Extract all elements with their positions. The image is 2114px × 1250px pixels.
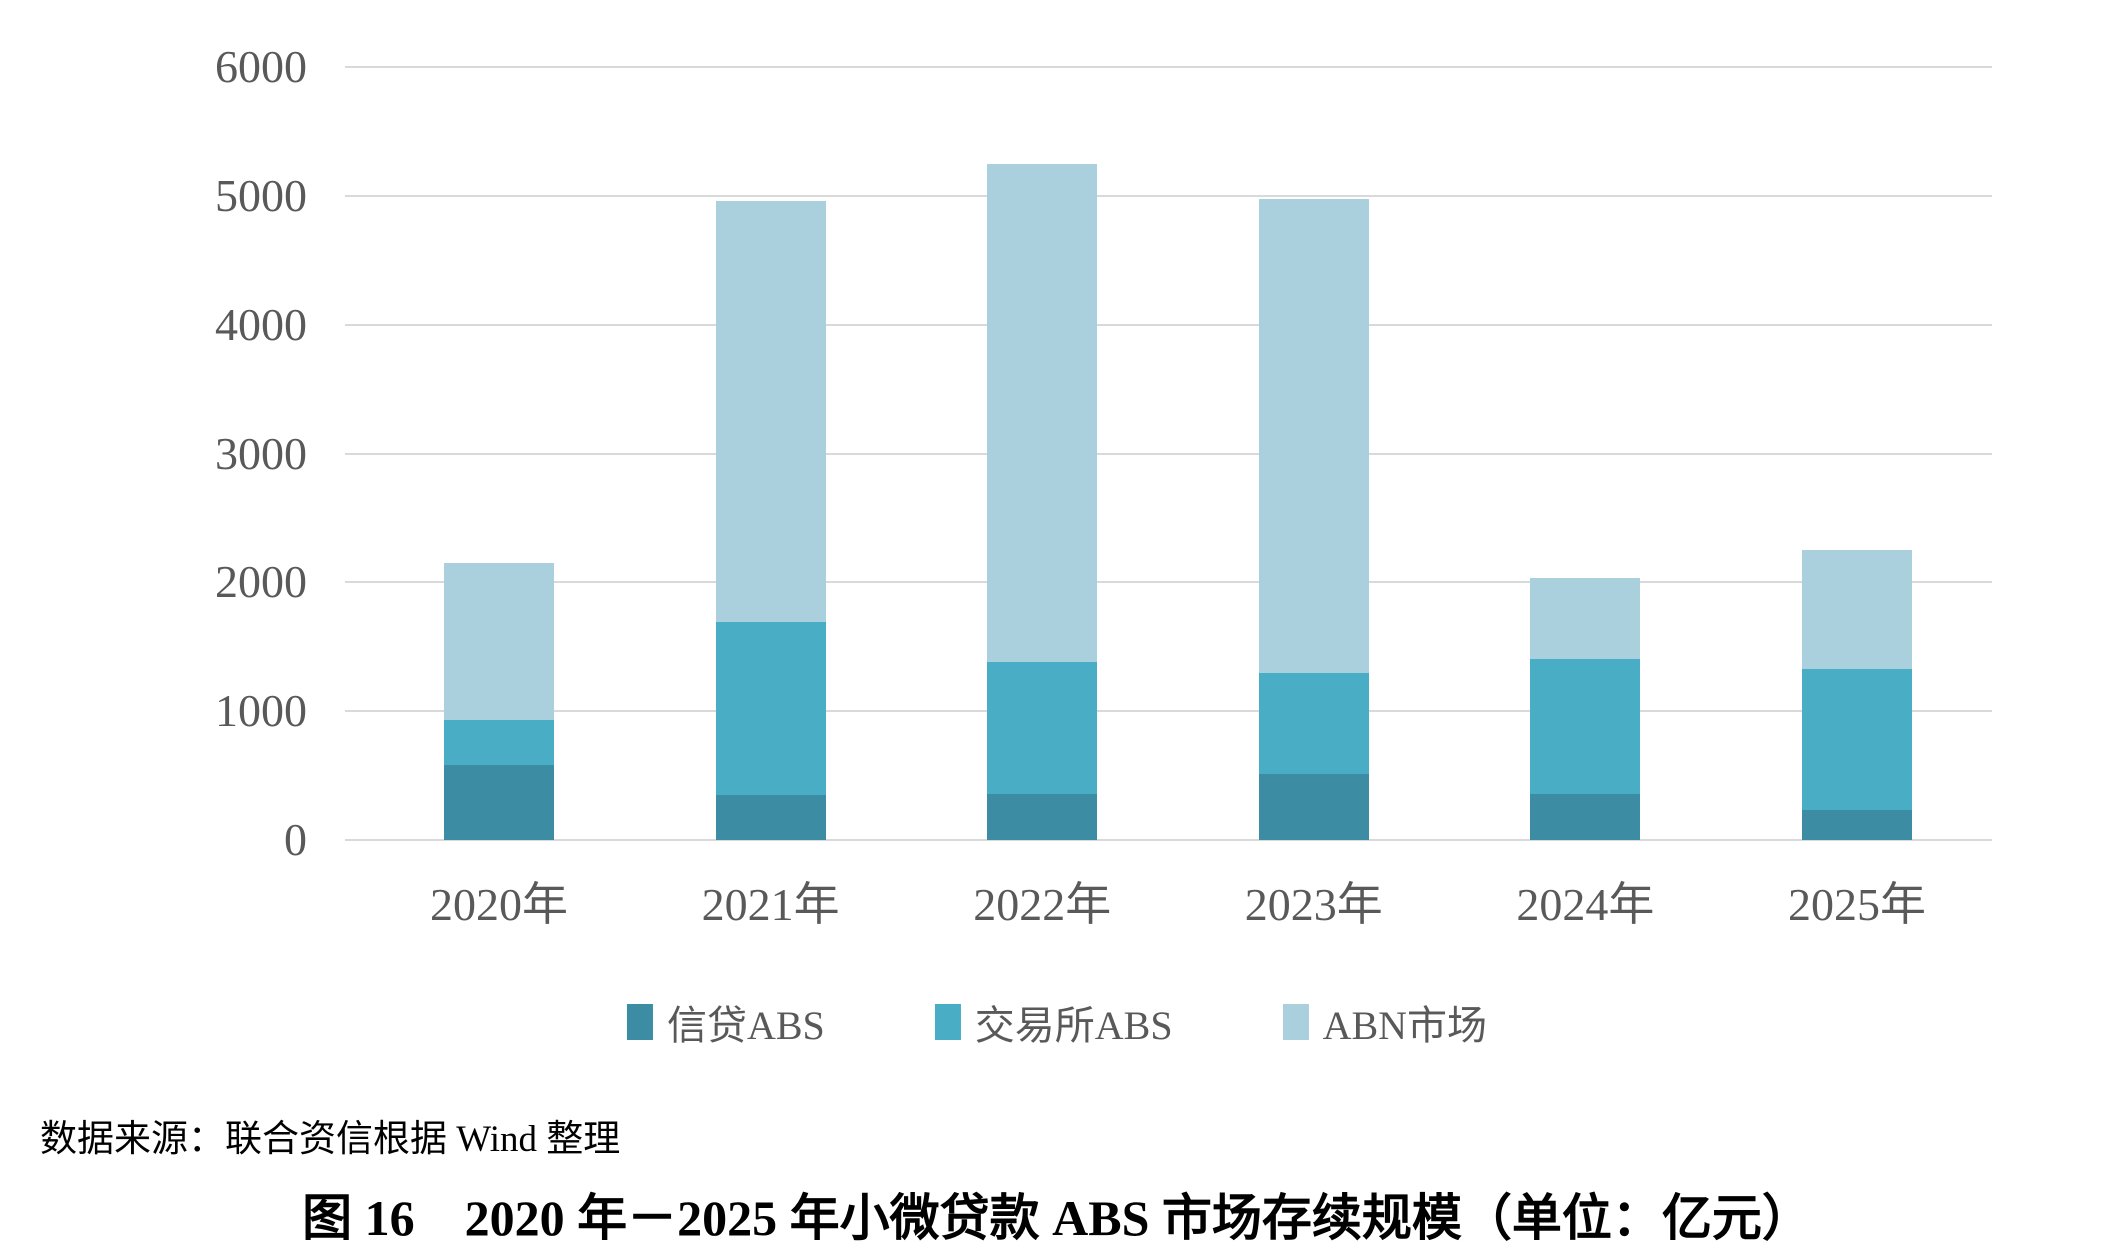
x-tick-label-2023年: 2023年 xyxy=(1244,879,1383,930)
bar-segment-2023年-ABN市场 xyxy=(1258,199,1369,673)
legend-label: 信贷ABS xyxy=(666,1003,825,1048)
bar-segment-2024年-ABN市场 xyxy=(1530,577,1641,659)
gridline-4000 xyxy=(345,323,1992,326)
bar-segment-2024年-交易所ABS xyxy=(1530,659,1641,795)
legend-swatch-icon xyxy=(1282,1004,1309,1040)
gridline-1000 xyxy=(345,710,1992,713)
stacked-bar-2021年 xyxy=(715,67,826,840)
x-tick-label-2021年: 2021年 xyxy=(701,879,840,930)
bar-segment-2022年-交易所ABS xyxy=(987,662,1098,795)
bar-segment-2022年-ABN市场 xyxy=(987,164,1098,663)
x-tick-label-2025年: 2025年 xyxy=(1788,879,1926,930)
gridline-3000 xyxy=(345,452,1992,455)
stacked-bar-2024年 xyxy=(1530,67,1641,840)
legend-item-交易所ABS: 交易所ABS xyxy=(934,993,1173,1051)
legend-item-ABN市场: ABN市场 xyxy=(1282,993,1488,1051)
bar-segment-2023年-信贷ABS xyxy=(1258,774,1369,840)
y-tick-label-0: 0 xyxy=(284,814,307,865)
legend-item-信贷ABS: 信贷ABS xyxy=(626,993,825,1051)
legend-label: 交易所ABS xyxy=(974,1003,1173,1048)
stacked-bar-2023年 xyxy=(1258,67,1369,840)
plot-area xyxy=(345,67,1992,840)
legend-swatch-icon xyxy=(626,1004,653,1040)
x-tick-label-2024年: 2024年 xyxy=(1516,879,1655,930)
bar-segment-2021年-信贷ABS xyxy=(715,794,826,840)
y-tick-label-1000: 1000 xyxy=(215,685,307,737)
legend-label: ABN市场 xyxy=(1322,1003,1488,1048)
x-tick-label-2020年: 2020年 xyxy=(430,879,568,930)
y-tick-label-6000: 6000 xyxy=(215,41,307,92)
gridline-2000 xyxy=(345,581,1992,584)
y-tick-label-3000: 3000 xyxy=(215,427,307,479)
data-source-note: 数据来源：联合资信根据 Wind 整理 xyxy=(40,1119,621,1160)
stacked-bar-2020年 xyxy=(444,67,554,840)
y-tick-label-4000: 4000 xyxy=(215,298,307,350)
x-tick-label-2022年: 2022年 xyxy=(973,879,1112,930)
y-tick-label-5000: 5000 xyxy=(215,169,307,221)
gridline-0 xyxy=(345,839,1992,841)
figure-caption: 图 16 2020 年－2025 年小微贷款 ABS 市场存续规模（单位：亿元） xyxy=(302,1190,1812,1246)
bar-segment-2020年-信贷ABS xyxy=(444,765,554,840)
stacked-bar-2022年 xyxy=(987,67,1098,840)
bar-segment-2025年-交易所ABS xyxy=(1802,668,1912,810)
legend-swatch-icon xyxy=(934,1004,961,1040)
stacked-bar-2025年 xyxy=(1802,67,1912,840)
bar-segment-2021年-ABN市场 xyxy=(715,201,826,622)
bar-segment-2025年-ABN市场 xyxy=(1802,550,1912,669)
bar-segment-2020年-交易所ABS xyxy=(444,720,554,766)
bar-segment-2021年-交易所ABS xyxy=(715,621,826,795)
chart-legend: 信贷ABS 交易所ABS ABN市场 xyxy=(626,993,1488,1051)
bar-segment-2025年-信贷ABS xyxy=(1802,809,1912,840)
y-tick-label-2000: 2000 xyxy=(215,556,307,608)
gridline-6000 xyxy=(345,66,1992,68)
gridline-5000 xyxy=(345,194,1992,197)
bar-segment-2023年-交易所ABS xyxy=(1258,672,1369,775)
bar-segment-2020年-ABN市场 xyxy=(444,563,554,721)
bar-segment-2022年-信贷ABS xyxy=(987,794,1098,840)
bar-segment-2024年-信贷ABS xyxy=(1530,794,1641,840)
